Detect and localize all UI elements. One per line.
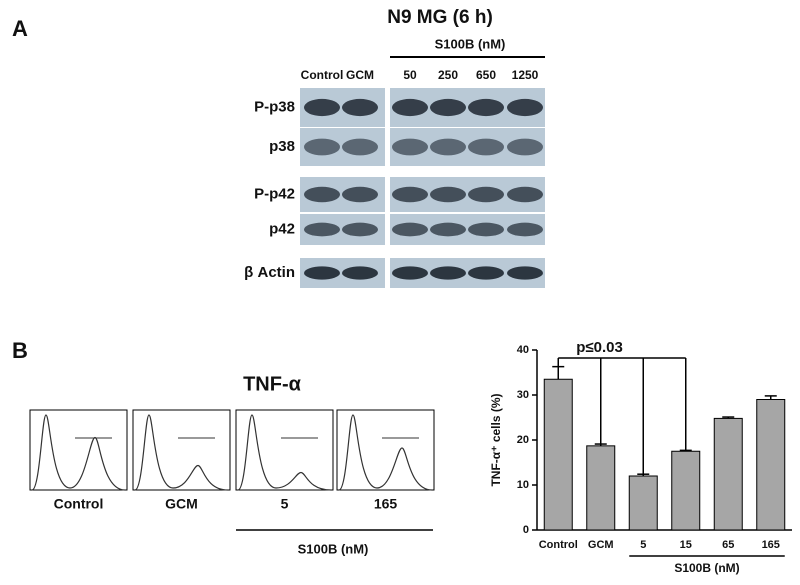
flow-title: TNF-α bbox=[243, 373, 302, 395]
band bbox=[430, 222, 466, 237]
histogram-frame bbox=[29, 409, 128, 491]
band bbox=[392, 266, 428, 280]
band bbox=[304, 222, 340, 237]
histogram-curve bbox=[237, 414, 332, 491]
band bbox=[342, 266, 378, 280]
band bbox=[468, 186, 504, 203]
band bbox=[304, 98, 340, 117]
flow-histograms: Control GCM 5 165 bbox=[29, 409, 435, 512]
x-tick-label: 65 bbox=[722, 539, 734, 551]
blot-label: P-p38 bbox=[254, 98, 295, 115]
histogram-curve bbox=[134, 414, 229, 491]
blot-label: p42 bbox=[269, 220, 295, 237]
bar bbox=[586, 445, 616, 531]
treatment-label: S100B (nM) bbox=[298, 541, 369, 556]
histogram-curve bbox=[338, 414, 433, 491]
band bbox=[430, 98, 466, 117]
bar-chart: 0 10 20 30 40 TNF-α⁺ cells (%) Control GCM 5 15 65… bbox=[489, 339, 792, 575]
bar bbox=[671, 450, 701, 531]
histogram-label: Control bbox=[54, 496, 104, 512]
band bbox=[430, 186, 466, 203]
histogram-frame bbox=[336, 409, 435, 491]
histogram-label: 165 bbox=[374, 496, 398, 512]
band bbox=[304, 186, 340, 203]
treatment-label: S100B (nM) bbox=[435, 36, 506, 51]
y-tick-label: 10 bbox=[517, 479, 529, 491]
blot-label: p38 bbox=[269, 138, 295, 155]
y-tick-label: 40 bbox=[517, 344, 529, 356]
bar bbox=[756, 399, 786, 531]
histogram-frame bbox=[132, 409, 231, 491]
group-label: S100B (nM) bbox=[674, 561, 739, 575]
band bbox=[468, 98, 504, 117]
band bbox=[430, 266, 466, 280]
band bbox=[507, 186, 543, 203]
band bbox=[392, 98, 428, 117]
y-tick-label: 20 bbox=[517, 434, 529, 446]
band bbox=[342, 98, 378, 117]
lane-label: GCM bbox=[346, 68, 374, 82]
y-axis-label: TNF-α⁺ cells (%) bbox=[489, 393, 503, 486]
band bbox=[392, 138, 428, 156]
blots: Control GCM 50 250 650 1250 P-p38 p38 P-p42 p42 β … bbox=[244, 68, 545, 288]
bar bbox=[713, 417, 743, 531]
band bbox=[342, 186, 378, 203]
band bbox=[392, 222, 428, 237]
band bbox=[342, 222, 378, 237]
y-tick-label: 30 bbox=[517, 389, 529, 401]
histogram-frame bbox=[235, 409, 334, 491]
blot-label: P-p42 bbox=[254, 185, 295, 202]
panel-title: N9 MG (6 h) bbox=[387, 7, 493, 28]
band bbox=[430, 138, 466, 156]
x-tick-label: 15 bbox=[680, 539, 692, 551]
band bbox=[342, 138, 378, 156]
band bbox=[507, 266, 543, 280]
blot-label: β Actin bbox=[244, 264, 295, 281]
bar bbox=[628, 475, 658, 531]
annotation: p≤0.03 bbox=[576, 339, 623, 356]
panel-label: B bbox=[12, 338, 28, 363]
x-tick-label: 165 bbox=[762, 539, 780, 551]
band bbox=[507, 138, 543, 156]
y-tick-label: 0 bbox=[523, 524, 529, 536]
x-tick-label: GCM bbox=[588, 539, 614, 551]
lane-label: 650 bbox=[476, 68, 496, 82]
bar bbox=[543, 378, 573, 531]
panel-label: A bbox=[12, 16, 28, 41]
lane-label: 50 bbox=[403, 68, 417, 82]
histogram-label: 5 bbox=[281, 496, 289, 512]
band bbox=[468, 222, 504, 237]
x-tick-label: 5 bbox=[640, 539, 646, 551]
band bbox=[304, 138, 340, 156]
band bbox=[392, 186, 428, 203]
x-tick-label: Control bbox=[539, 539, 578, 551]
band bbox=[507, 98, 543, 117]
lane-label: 1250 bbox=[512, 68, 539, 82]
lane-label: 250 bbox=[438, 68, 458, 82]
histogram-curve bbox=[31, 414, 126, 491]
band bbox=[507, 222, 543, 237]
band bbox=[468, 138, 504, 156]
lane-label: Control bbox=[301, 68, 344, 82]
histogram-label: GCM bbox=[165, 496, 198, 512]
band bbox=[304, 266, 340, 280]
band bbox=[468, 266, 504, 280]
